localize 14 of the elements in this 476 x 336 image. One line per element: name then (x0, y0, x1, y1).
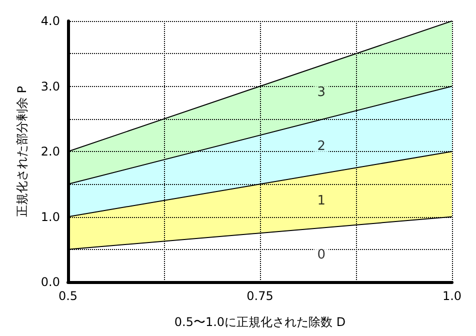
y-tick-label: 4.0 (40, 14, 60, 28)
y-tick-label: 1.0 (40, 210, 60, 224)
annotation: 3 (317, 84, 326, 100)
annotation: 0 (317, 247, 326, 262)
y-tick-label: 2.0 (40, 144, 60, 158)
x-axis-title: 0.5〜1.0に正規化された除数 D (174, 315, 346, 329)
y-tick-label: 0.0 (40, 275, 60, 289)
y-axis-title: 正規化された部分剰余 P (15, 86, 29, 218)
x-tick-label: 0.5 (58, 289, 78, 303)
annotation: 2 (317, 139, 326, 154)
x-tick-label: 0.75 (246, 289, 274, 303)
y-tick-label: 3.0 (40, 79, 60, 94)
x-tick-label: 1.0 (442, 289, 462, 303)
annotation: 1 (317, 193, 326, 208)
